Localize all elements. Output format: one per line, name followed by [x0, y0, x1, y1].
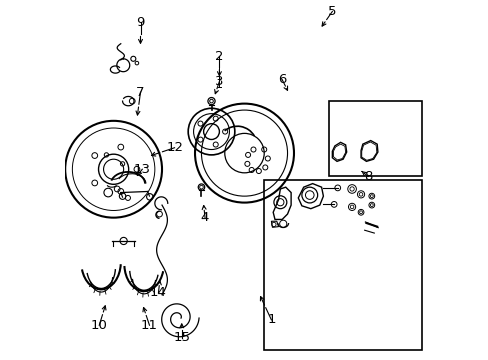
Text: 5: 5	[327, 5, 336, 18]
Text: 9: 9	[136, 16, 144, 29]
Text: 10: 10	[91, 319, 107, 332]
Text: 12: 12	[166, 141, 183, 154]
Text: 8: 8	[363, 170, 372, 183]
Text: 14: 14	[150, 287, 166, 300]
Bar	[264, 180, 421, 350]
Text: 15: 15	[173, 331, 190, 344]
Text: 4: 4	[201, 211, 209, 224]
Text: 13: 13	[134, 163, 150, 176]
Text: 6: 6	[277, 73, 286, 86]
Bar	[328, 101, 421, 176]
Text: 3: 3	[215, 75, 223, 88]
Text: 2: 2	[215, 50, 223, 63]
Text: 1: 1	[266, 313, 275, 327]
Text: 11: 11	[141, 319, 158, 332]
Text: 7: 7	[136, 86, 144, 99]
